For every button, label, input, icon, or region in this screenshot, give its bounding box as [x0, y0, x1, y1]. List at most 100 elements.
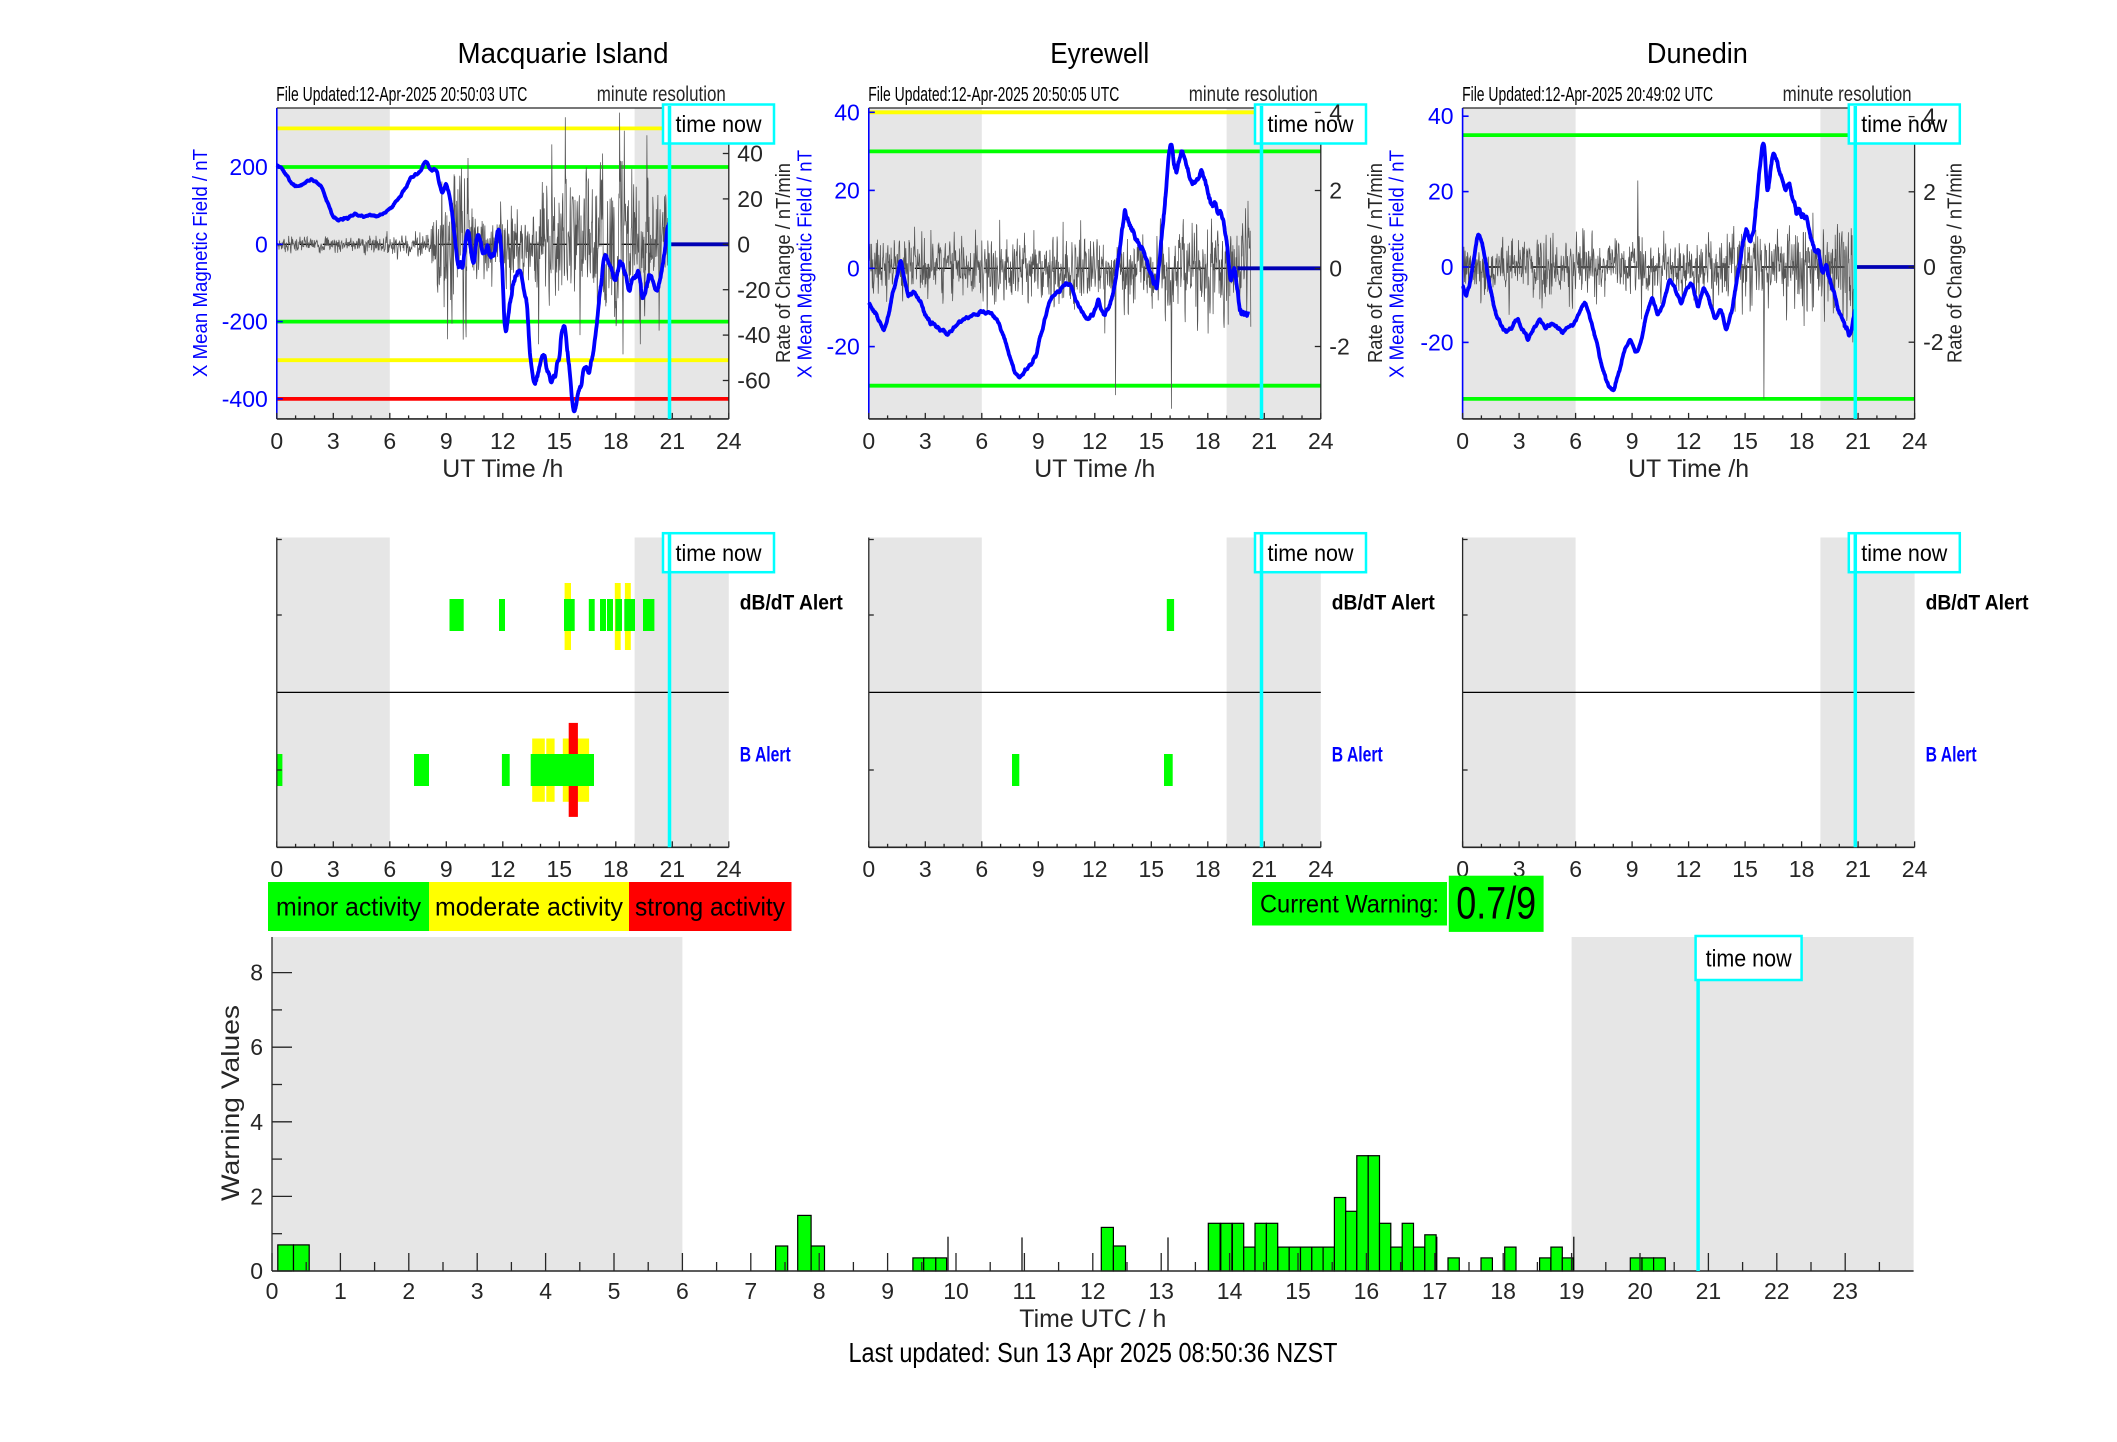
svg-text:2: 2	[1923, 179, 1936, 205]
svg-text:-2: -2	[1329, 334, 1349, 360]
svg-text:3: 3	[1513, 856, 1526, 882]
svg-text:0: 0	[266, 1278, 279, 1304]
svg-text:B Alert: B Alert	[1332, 743, 1383, 766]
svg-text:21: 21	[1252, 428, 1278, 454]
svg-text:3: 3	[919, 856, 932, 882]
svg-text:8: 8	[813, 1278, 826, 1304]
svg-text:-400: -400	[222, 386, 268, 412]
svg-text:18: 18	[603, 428, 629, 454]
svg-text:17: 17	[1422, 1278, 1448, 1304]
svg-text:21: 21	[660, 428, 686, 454]
svg-text:Rate of Change / nT/min: Rate of Change / nT/min	[1945, 163, 1967, 363]
svg-text:0: 0	[1456, 428, 1469, 454]
svg-text:4: 4	[539, 1278, 552, 1304]
svg-text:6: 6	[383, 856, 396, 882]
svg-text:9: 9	[440, 428, 453, 454]
svg-text:13: 13	[1148, 1278, 1174, 1304]
svg-text:12: 12	[490, 428, 516, 454]
svg-text:18: 18	[1490, 1278, 1516, 1304]
svg-text:6: 6	[975, 428, 988, 454]
svg-text:9: 9	[1032, 856, 1045, 882]
svg-text:9: 9	[1032, 428, 1045, 454]
svg-text:20: 20	[1627, 1278, 1653, 1304]
svg-text:20: 20	[834, 178, 860, 204]
svg-text:time now: time now	[1268, 111, 1354, 137]
svg-text:-200: -200	[222, 309, 268, 335]
svg-text:4: 4	[1923, 104, 1936, 130]
svg-text:UT Time /h: UT Time /h	[1628, 455, 1749, 483]
svg-text:time now: time now	[1861, 540, 1947, 566]
svg-text:X Mean Magnetic Field / nT: X Mean Magnetic Field / nT	[190, 149, 212, 377]
svg-text:15: 15	[547, 856, 573, 882]
svg-text:5: 5	[608, 1278, 621, 1304]
svg-text:40: 40	[1428, 103, 1454, 129]
svg-text:File Updated:12-Apr-2025 20:50: File Updated:12-Apr-2025 20:50:03 UTC	[276, 84, 527, 106]
svg-text:3: 3	[471, 1278, 484, 1304]
svg-text:minute resolution: minute resolution	[1189, 83, 1318, 106]
svg-text:2: 2	[402, 1278, 415, 1304]
svg-text:X Mean Magnetic Field / nT: X Mean Magnetic Field / nT	[1386, 150, 1408, 378]
svg-text:12: 12	[1080, 1278, 1106, 1304]
svg-text:File Updated:12-Apr-2025 20:49: File Updated:12-Apr-2025 20:49:02 UTC	[1462, 84, 1713, 106]
svg-text:12: 12	[1082, 428, 1108, 454]
svg-text:12: 12	[1082, 856, 1108, 882]
svg-text:15: 15	[1285, 1278, 1311, 1304]
svg-text:24: 24	[716, 428, 742, 454]
svg-text:18: 18	[603, 856, 629, 882]
svg-text:time now: time now	[1706, 945, 1793, 972]
svg-text:0: 0	[250, 1258, 263, 1284]
svg-text:10: 10	[943, 1278, 969, 1304]
svg-text:12: 12	[1676, 428, 1702, 454]
svg-text:minute resolution: minute resolution	[597, 83, 726, 106]
svg-text:40: 40	[737, 141, 763, 167]
svg-text:11: 11	[1012, 1278, 1036, 1304]
svg-text:0: 0	[270, 856, 283, 882]
svg-text:0: 0	[1923, 254, 1936, 280]
svg-text:7: 7	[744, 1278, 757, 1304]
svg-text:21: 21	[1845, 428, 1871, 454]
svg-text:UT Time /h: UT Time /h	[1034, 455, 1155, 483]
svg-text:21: 21	[1252, 856, 1278, 882]
svg-text:18: 18	[1789, 428, 1815, 454]
svg-text:Last updated: Sun 13 Apr 2025: Last updated: Sun 13 Apr 2025 08:50:36 N…	[849, 1337, 1338, 1368]
svg-text:0: 0	[737, 231, 750, 257]
svg-text:0: 0	[1441, 254, 1454, 280]
svg-text:3: 3	[1513, 428, 1526, 454]
svg-text:strong activity: strong activity	[635, 892, 785, 922]
svg-text:14: 14	[1217, 1278, 1243, 1304]
svg-text:6: 6	[1569, 856, 1582, 882]
svg-text:0: 0	[1456, 856, 1469, 882]
svg-text:3: 3	[919, 428, 932, 454]
svg-text:15: 15	[1732, 428, 1758, 454]
svg-text:0: 0	[1329, 256, 1342, 282]
svg-text:15: 15	[547, 428, 573, 454]
svg-text:-60: -60	[737, 368, 770, 394]
svg-text:0: 0	[270, 428, 283, 454]
svg-text:time now: time now	[676, 540, 762, 566]
svg-text:0: 0	[862, 428, 875, 454]
svg-text:200: 200	[229, 154, 267, 180]
svg-text:X Mean Magnetic Field / nT: X Mean Magnetic Field / nT	[794, 150, 816, 378]
svg-text:0: 0	[255, 231, 268, 257]
svg-text:UT Time /h: UT Time /h	[442, 455, 563, 483]
svg-text:Dunedin: Dunedin	[1647, 38, 1748, 70]
svg-text:24: 24	[1902, 856, 1928, 882]
svg-text:File Updated:12-Apr-2025 20:50: File Updated:12-Apr-2025 20:50:05 UTC	[868, 84, 1119, 106]
svg-text:21: 21	[1845, 856, 1871, 882]
svg-text:4: 4	[250, 1109, 263, 1135]
svg-text:23: 23	[1832, 1278, 1858, 1304]
svg-text:-2: -2	[1923, 329, 1943, 355]
svg-text:dB/dT Alert: dB/dT Alert	[1926, 591, 2029, 614]
svg-text:time now: time now	[1268, 540, 1354, 566]
svg-text:3: 3	[327, 428, 340, 454]
svg-text:24: 24	[1308, 428, 1334, 454]
svg-text:9: 9	[440, 856, 453, 882]
svg-text:dB/dT Alert: dB/dT Alert	[740, 591, 843, 614]
svg-text:B Alert: B Alert	[1926, 743, 1977, 766]
svg-text:minute resolution: minute resolution	[1783, 83, 1912, 106]
svg-text:-20: -20	[1420, 329, 1453, 355]
svg-text:6: 6	[676, 1278, 689, 1304]
svg-text:-40: -40	[737, 322, 770, 348]
svg-text:9: 9	[881, 1278, 894, 1304]
svg-text:4: 4	[1329, 100, 1342, 126]
